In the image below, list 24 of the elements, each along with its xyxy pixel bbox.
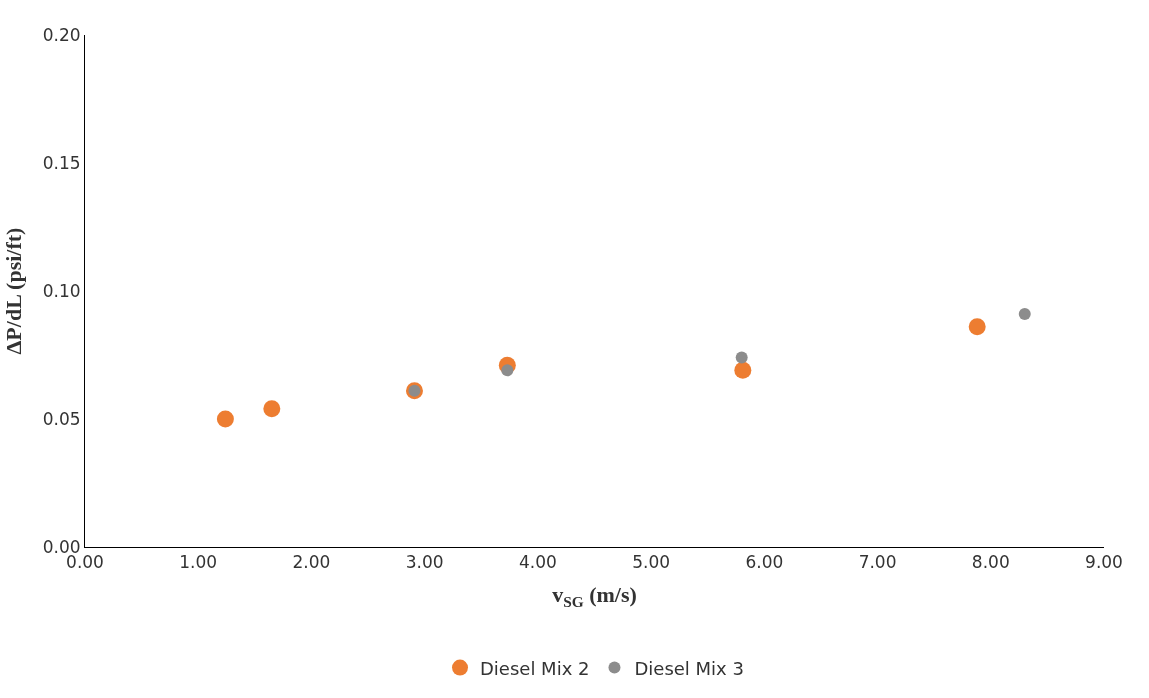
x-tick-label: 5.00 [632, 552, 671, 573]
x-tick-label: 0.00 [66, 552, 104, 573]
legend-label: Diesel Mix 3 [634, 657, 744, 679]
x-tick-label: 4.00 [518, 552, 557, 573]
x-tick-label: 8.00 [971, 552, 1010, 573]
point [968, 318, 986, 336]
x-tick-label: 3.00 [405, 552, 444, 573]
x-tick-label: 2.00 [292, 552, 331, 573]
point [1018, 308, 1031, 321]
x-axis-title: v$_{SG}$ (m/s) [552, 582, 637, 610]
y-axis-title: ΔP/dL (psi/ft) [0, 227, 26, 355]
y-tick-label: 0.10 [42, 280, 81, 301]
legend-label: Diesel Mix 2 [480, 657, 590, 679]
y-tick-label: 0.15 [42, 152, 81, 173]
x-tick-label: 9.00 [1085, 552, 1123, 573]
point [216, 410, 234, 428]
x-tick-label: 7.00 [858, 552, 897, 573]
x-tick-label: 6.00 [745, 552, 784, 573]
point [734, 361, 752, 379]
point [735, 351, 748, 364]
point [263, 400, 281, 418]
x-tick-label: 1.00 [179, 552, 218, 573]
y-tick-label: 0.20 [42, 24, 81, 45]
y-tick-label: 0.05 [42, 408, 81, 429]
